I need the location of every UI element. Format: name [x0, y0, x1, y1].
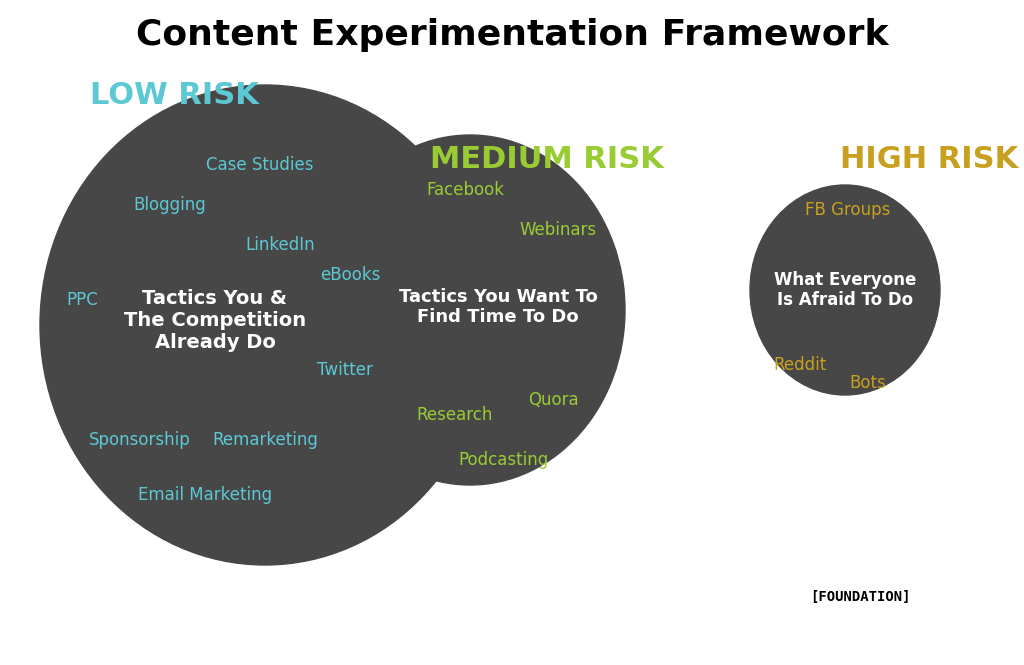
Text: HIGH RISK: HIGH RISK [840, 146, 1018, 174]
Text: eBooks: eBooks [319, 266, 380, 284]
Text: Sponsorship: Sponsorship [89, 431, 190, 449]
Text: Blogging: Blogging [133, 196, 207, 214]
Ellipse shape [750, 185, 940, 395]
Text: FB Groups: FB Groups [805, 201, 891, 219]
Text: Twitter: Twitter [317, 361, 373, 379]
Ellipse shape [315, 135, 625, 485]
Text: Tactics You &
The Competition
Already Do: Tactics You & The Competition Already Do [124, 289, 306, 352]
Text: Remarketing: Remarketing [212, 431, 317, 449]
Text: Case Studies: Case Studies [206, 156, 313, 174]
Text: Webinars: Webinars [519, 221, 597, 239]
Ellipse shape [40, 85, 490, 565]
Text: Email Marketing: Email Marketing [138, 486, 272, 504]
Text: Facebook: Facebook [426, 181, 504, 199]
Text: Tactics You Want To
Find Time To Do: Tactics You Want To Find Time To Do [398, 287, 597, 327]
Text: Reddit: Reddit [773, 356, 826, 374]
Text: LOW RISK: LOW RISK [90, 80, 259, 110]
Text: MEDIUM RISK: MEDIUM RISK [430, 146, 664, 174]
Text: [FOUNDATION]: [FOUNDATION] [810, 590, 910, 604]
Text: Content Experimentation Framework: Content Experimentation Framework [136, 18, 888, 52]
Text: PPC: PPC [67, 291, 98, 309]
Text: Podcasting: Podcasting [458, 451, 548, 469]
Text: Quora: Quora [527, 391, 579, 409]
Text: Bots: Bots [850, 374, 887, 392]
Text: LinkedIn: LinkedIn [245, 236, 314, 254]
Text: What Everyone
Is Afraid To Do: What Everyone Is Afraid To Do [774, 271, 916, 309]
Text: Research: Research [417, 406, 494, 424]
